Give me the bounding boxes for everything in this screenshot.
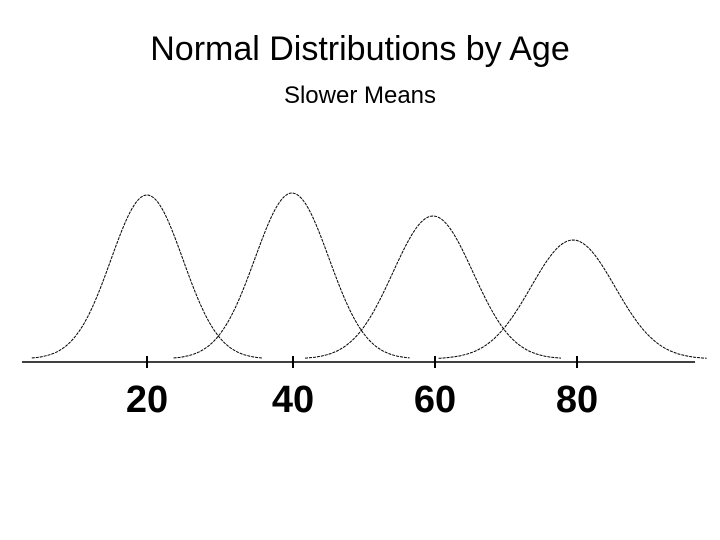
tick-label: 60 [414,379,456,421]
tick-label: 40 [272,379,314,421]
bell-curve [304,215,562,359]
title: Normal Distributions by Age [150,30,570,68]
tick-label: 20 [126,379,168,421]
ticks: 20 40 60 80 [126,356,598,421]
bell-curve [31,194,262,359]
bell-curve [173,192,410,359]
bell-curve [438,239,707,359]
curves [31,192,707,359]
subtitle: Slower Means [284,82,436,109]
tick-label: 80 [556,379,598,421]
